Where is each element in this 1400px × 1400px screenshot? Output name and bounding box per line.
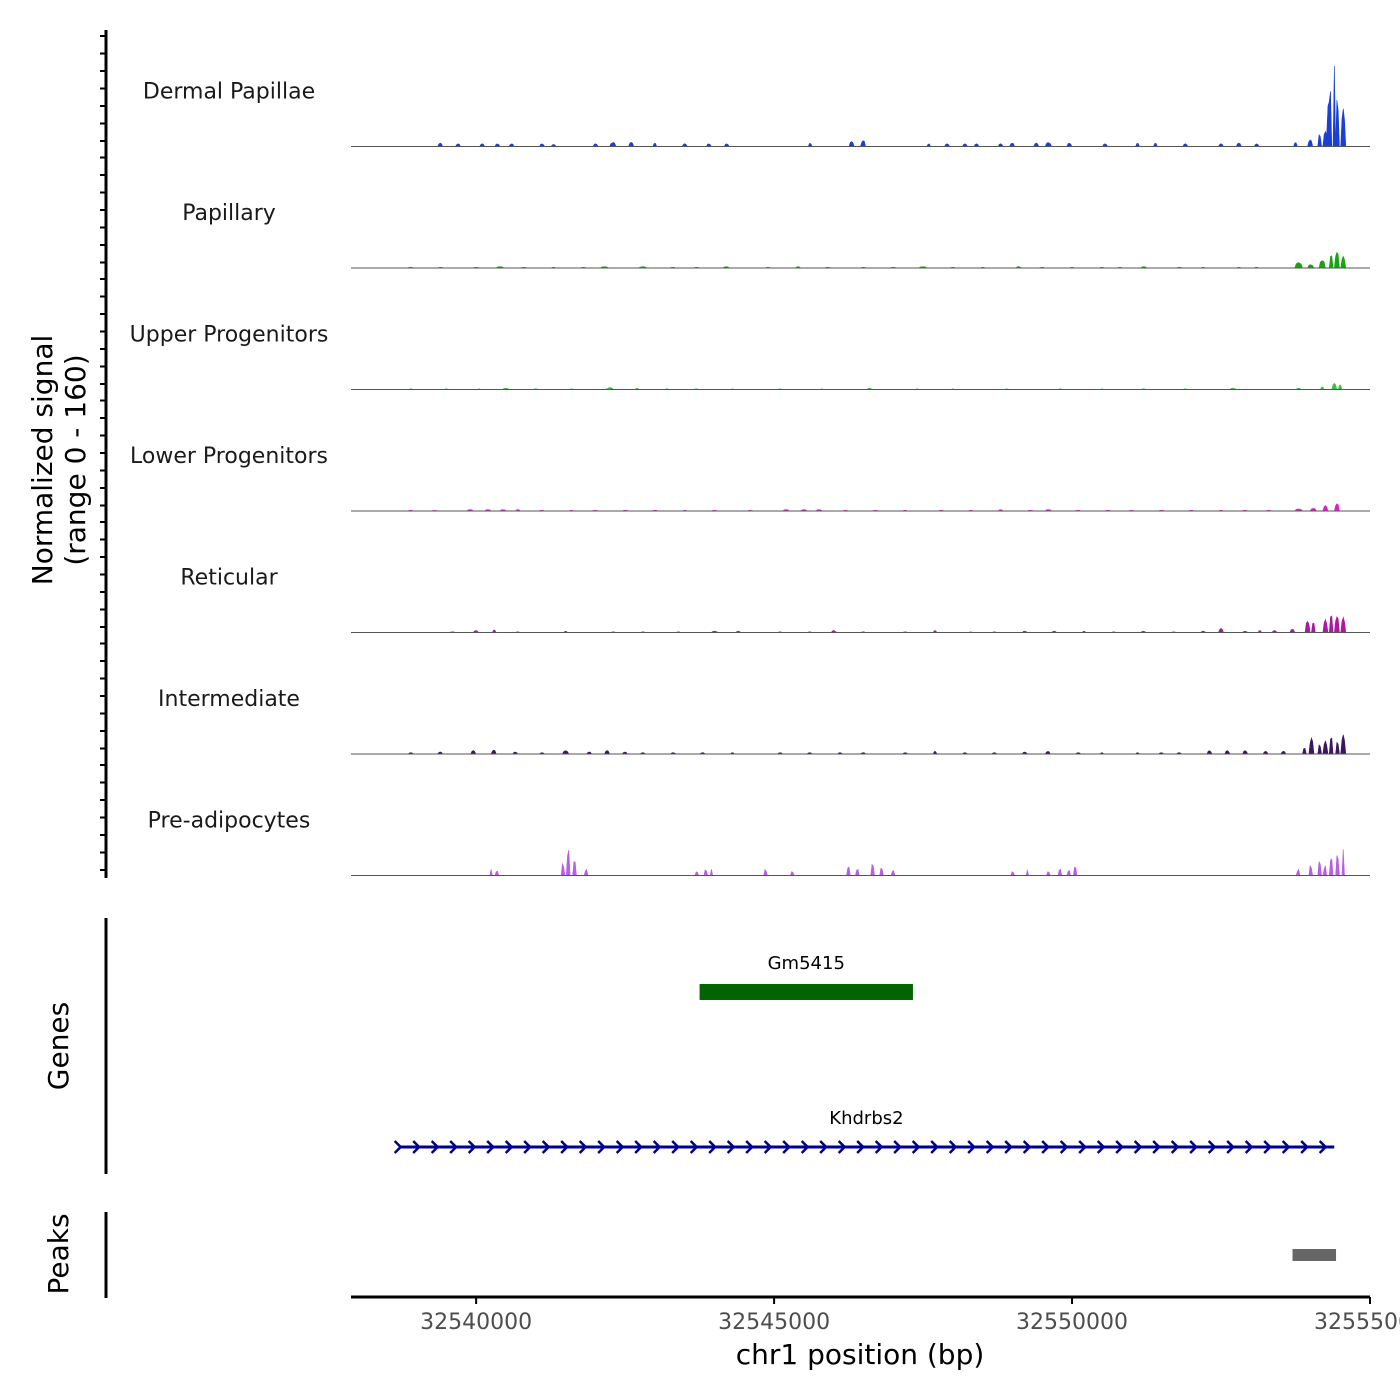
- strand-arrow: [597, 1140, 606, 1154]
- strand-arrow: [1226, 1140, 1235, 1154]
- strand-arrow: [1041, 1140, 1050, 1154]
- track-label: Intermediate: [158, 687, 300, 712]
- strand-arrow: [1207, 1140, 1217, 1154]
- strand-arrow: [763, 1140, 773, 1154]
- gene-label: Gm5415: [768, 953, 845, 974]
- gene-annotations: Gm5415 Khdrbs2: [393, 953, 1335, 1154]
- strand-arrow: [1263, 1140, 1272, 1154]
- strand-arrow: [782, 1140, 791, 1154]
- strand-arrow: [1078, 1140, 1087, 1154]
- y-axis-title-line2: (range 0 - 160): [59, 354, 92, 565]
- strand-arrow: [615, 1140, 625, 1154]
- gene-khdrbs2: Khdrbs2: [393, 1108, 1335, 1154]
- strand-arrow: [1318, 1140, 1328, 1154]
- strand-arrow: [967, 1140, 976, 1154]
- track-intermediate: Intermediate: [158, 687, 1370, 755]
- track-pre-adipocytes: Pre-adipocytes: [148, 809, 1370, 876]
- track-label: Papillary: [182, 201, 276, 226]
- strand-arrow: [1133, 1140, 1143, 1154]
- track-upper-progenitors: Upper Progenitors: [130, 323, 1370, 390]
- track-signal-area: [351, 66, 1370, 147]
- strand-arrow: [560, 1140, 569, 1154]
- strand-arrow: [1244, 1140, 1254, 1154]
- strand-arrow: [1022, 1140, 1032, 1154]
- track-label: Pre-adipocytes: [148, 809, 311, 834]
- strand-arrow: [837, 1140, 847, 1154]
- strand-arrow: [800, 1140, 810, 1154]
- gene-gm5415: Gm5415: [699, 953, 913, 1000]
- genes-panel-title: Genes: [42, 1002, 75, 1090]
- strand-arrow: [1281, 1140, 1291, 1154]
- peak-regions: [1292, 1249, 1337, 1261]
- x-tick-label: 32545000: [718, 1310, 830, 1335]
- strand-arrow: [652, 1140, 662, 1154]
- track-label: Lower Progenitors: [130, 444, 328, 469]
- strand-arrow: [523, 1140, 532, 1154]
- strand-arrow: [745, 1140, 754, 1154]
- strand-arrow: [1152, 1140, 1161, 1154]
- strand-arrow: [1004, 1140, 1013, 1154]
- track-signal-area: [351, 734, 1370, 755]
- strand-arrow: [874, 1140, 884, 1154]
- track-signal-area: [351, 849, 1370, 876]
- strand-arrow: [911, 1140, 921, 1154]
- strand-arrow: [1059, 1140, 1069, 1154]
- x-tick-label: 32550000: [1016, 1310, 1128, 1335]
- strand-arrow: [393, 1140, 403, 1154]
- strand-arrow: [689, 1140, 699, 1154]
- strand-arrow: [856, 1140, 865, 1154]
- strand-arrow: [412, 1140, 421, 1154]
- track-label: Reticular: [180, 566, 278, 591]
- strand-arrow: [1189, 1140, 1198, 1154]
- coverage-y-ticks: [100, 35, 106, 871]
- strand-arrow: [504, 1140, 514, 1154]
- track-label: Dermal Papillae: [143, 80, 315, 105]
- x-axis-title: chr1 position (bp): [736, 1338, 985, 1371]
- track-reticular: Reticular: [180, 566, 1370, 633]
- track-signal-area: [351, 615, 1370, 633]
- strand-arrow: [467, 1140, 477, 1154]
- strand-arrow: [449, 1140, 458, 1154]
- track-signal-area: [351, 251, 1370, 269]
- coverage-y-axis-title: Normalized signal (range 0 - 160): [26, 335, 92, 586]
- strand-arrow: [634, 1140, 643, 1154]
- strand-arrow: [708, 1140, 717, 1154]
- track-signal-area: [351, 382, 1370, 390]
- strand-arrow: [930, 1140, 939, 1154]
- strand-arrow: [726, 1140, 736, 1154]
- x-tick-label: 32540000: [420, 1310, 532, 1335]
- strand-arrow: [948, 1140, 958, 1154]
- track-papillary: Papillary: [182, 201, 1370, 269]
- peak-region: [1292, 1249, 1337, 1261]
- peaks-panel-title: Peaks: [42, 1213, 75, 1294]
- track-signal-area: [351, 503, 1370, 512]
- strand-arrow: [1115, 1140, 1124, 1154]
- strand-arrow: [1170, 1140, 1180, 1154]
- y-axis-title-line1: Normalized signal: [26, 335, 59, 586]
- strand-arrow: [541, 1140, 551, 1154]
- coverage-tracks: Dermal Papillae Papillary Upper Progenitor…: [130, 66, 1370, 876]
- track-lower-progenitors: Lower Progenitors: [130, 444, 1370, 512]
- gene-label: Khdrbs2: [829, 1108, 903, 1129]
- strand-arrow: [893, 1140, 902, 1154]
- x-axis-ticks: 32540000 32545000 32550000 32555000: [420, 1297, 1400, 1335]
- strand-arrow: [578, 1140, 588, 1154]
- strand-arrow: [985, 1140, 995, 1154]
- strand-arrow: [1096, 1140, 1106, 1154]
- track-dermal-papillae: Dermal Papillae: [143, 66, 1370, 147]
- strand-arrow: [430, 1140, 440, 1154]
- strand-arrow: [671, 1140, 680, 1154]
- strand-arrow: [1300, 1140, 1309, 1154]
- x-tick-label: 32555000: [1314, 1310, 1400, 1335]
- strand-arrow: [819, 1140, 828, 1154]
- strand-arrow: [486, 1140, 495, 1154]
- gene-exon: [699, 984, 913, 1000]
- track-label: Upper Progenitors: [130, 323, 329, 348]
